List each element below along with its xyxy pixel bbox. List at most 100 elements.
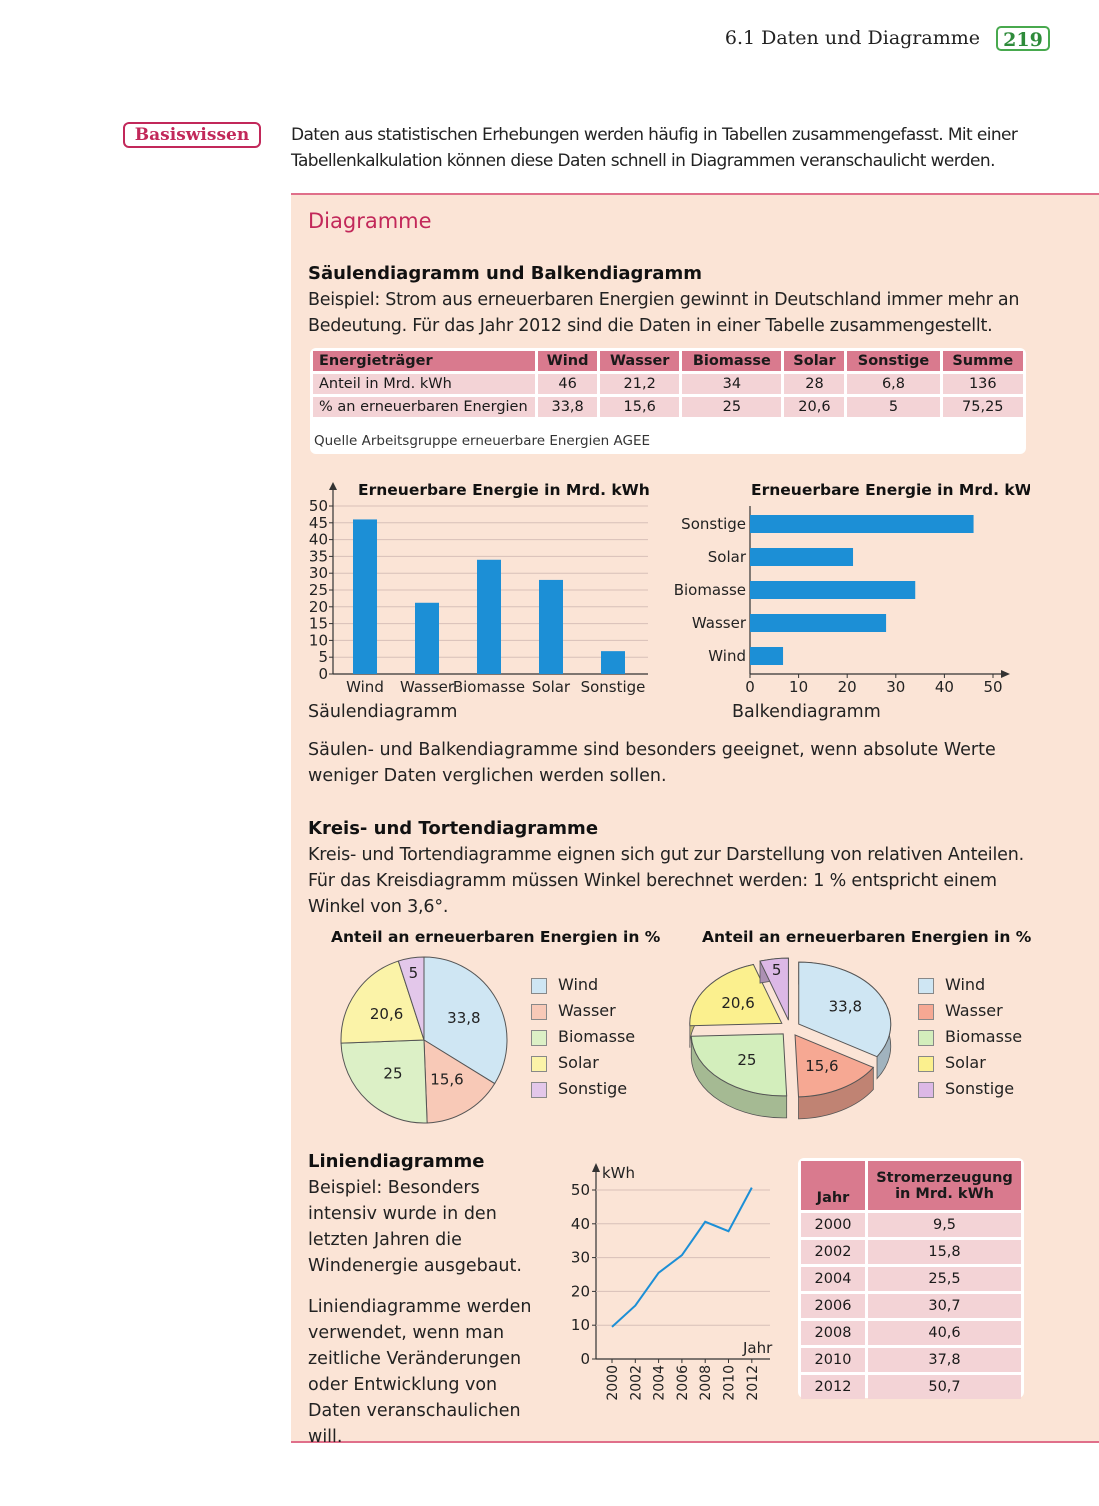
y-tick-label: 25	[309, 581, 328, 599]
wind-table-row: 2008 40,6	[801, 1321, 1021, 1345]
pie-slice	[423, 1039, 496, 1124]
y-tick-label: 5	[318, 648, 328, 666]
energy-table-header: Energieträger	[313, 351, 535, 371]
x-tick-label: 40	[935, 678, 954, 696]
legend-swatch	[531, 978, 547, 994]
wind-table-cell: 37,8	[868, 1348, 1021, 1372]
pie-legend: Wind Wasser Biomasse Solar Sonstige	[531, 975, 661, 1115]
legend-swatch	[531, 1030, 547, 1046]
x-tick-label: 2012	[745, 1365, 761, 1401]
page-number: 219	[996, 26, 1050, 51]
x-tick-label: 20	[838, 678, 857, 696]
x-tick-label: 2000	[605, 1365, 621, 1401]
column-chart-caption: Säulendiagramm	[308, 702, 458, 722]
y-tick-label: 20	[571, 1282, 590, 1300]
wind-table-row: 2000 9,5	[801, 1213, 1021, 1237]
wind-table-cell: 40,6	[868, 1321, 1021, 1345]
pie-slice	[397, 956, 425, 1041]
pie-slice-label: 5	[409, 964, 419, 982]
energy-table-cell: 15,6	[600, 397, 680, 417]
pie3d-chart-title: Anteil an erneuerbaren Energien in %	[702, 928, 1032, 946]
x-tick-label: 2004	[652, 1365, 668, 1401]
legend-swatch	[531, 1004, 547, 1020]
legend-label: Wasser	[558, 1001, 616, 1020]
wind-table-cell: 2010	[801, 1348, 865, 1372]
wind-table-cell: 30,7	[868, 1294, 1021, 1318]
pie3d-slice	[794, 1034, 875, 1098]
y-tick-label: 30	[309, 564, 328, 582]
pie3d-legend: Wind Wasser Biomasse Solar Sonstige	[918, 975, 1048, 1115]
y-tick-label: 50	[571, 1181, 590, 1199]
pie3d-slice	[690, 1033, 788, 1097]
y-tick-label: 35	[309, 547, 328, 565]
energy-table-cell: 46	[538, 374, 598, 394]
table-source: Quelle Arbeitsgruppe erneuerbare Energie…	[314, 433, 651, 449]
y-tick-label: Biomasse	[674, 581, 746, 599]
energy-table-header: Summe	[942, 351, 1023, 371]
column-chart: Erneuerbare Energie in Mrd. kWh 051015202…	[309, 481, 650, 696]
legend-label: Sonstige	[558, 1079, 628, 1098]
pie3d-slice	[798, 961, 892, 1058]
wind-table-cell: 2006	[801, 1294, 865, 1318]
pie-chart-title: Anteil an erneuerbaren Energien in %	[331, 928, 661, 946]
y-tick-label: 20	[309, 598, 328, 616]
energy-table-row: Anteil in Mrd. kWh 46 21,2 34 28 6,8 136	[313, 374, 1023, 394]
pie-slice-label: 20,6	[370, 1005, 403, 1023]
x-tick-label: Wasser	[400, 678, 455, 696]
x-tick-label: 10	[789, 678, 808, 696]
column-bar	[353, 519, 377, 674]
pie3d-slice-label: 33,8	[829, 998, 862, 1016]
y-tick-label: 15	[309, 615, 328, 633]
x-tick-label: Sonstige	[581, 678, 646, 696]
pie-chart: 33,8 15,6 25 20,6 5	[340, 956, 508, 1124]
wind-table-row: 2012 50,7	[801, 1375, 1021, 1399]
horizontal-bar	[750, 647, 784, 665]
y-tick-label: 40	[571, 1215, 590, 1233]
y-tick-label: 0	[318, 665, 328, 683]
bar-chart-title: Erneuerbare Energie in Mrd. kWh	[751, 481, 1030, 499]
wind-table: Jahr Stromerzeugung in Mrd. kWh 2000 9,5 20…	[798, 1158, 1024, 1402]
horizontal-bar	[750, 581, 916, 599]
line-section-title: Liniendiagramme	[308, 1151, 485, 1172]
energy-table-card: Energieträger Wind Wasser Biomasse Solar Sons…	[310, 348, 1026, 454]
horizontal-bar-chart: Erneuerbare Energie in Mrd. kWh 0 10 20 30 40…	[674, 481, 1030, 696]
x-tick-label: 2008	[698, 1365, 714, 1401]
x-tick-label: 2010	[722, 1365, 738, 1401]
horizontal-bar	[750, 614, 887, 632]
wind-table-cell: 25,5	[868, 1267, 1021, 1291]
bar-chart-caption: Balkendiagramm	[732, 702, 881, 722]
legend-label: Wasser	[945, 1001, 1003, 1020]
pie3d-slice	[759, 957, 789, 1021]
y-tick-label: 40	[309, 531, 328, 549]
y-tick-label: 10	[309, 631, 328, 649]
x-axis-label: Jahr	[742, 1339, 773, 1357]
y-tick-label: Wind	[708, 647, 746, 665]
pie3d-slice-label: 20,6	[721, 994, 754, 1012]
energy-table-cell: 33,8	[538, 397, 598, 417]
legend-swatch	[918, 1056, 934, 1072]
x-tick-label: Wind	[346, 678, 384, 696]
legend-swatch	[918, 1004, 934, 1020]
pie-slice-label: 25	[383, 1064, 402, 1082]
legend-swatch	[531, 1082, 547, 1098]
x-tick-label: 2006	[675, 1365, 691, 1401]
pie-section-text: Kreis- und Tortendiagramme eignen sich g…	[308, 845, 1024, 917]
line-section-text2: Liniendiagramme werden verwendet, wenn m…	[308, 1297, 532, 1447]
horizontal-bar	[750, 548, 854, 566]
y-tick-label: 30	[571, 1249, 590, 1267]
legend-swatch	[918, 978, 934, 994]
y-tick-label: 50	[309, 497, 328, 515]
x-tick-label: Biomasse	[453, 678, 525, 696]
pie-slice-label: 33,8	[447, 1009, 480, 1027]
energy-table-header: Biomasse	[682, 351, 782, 371]
y-tick-label: Solar	[708, 548, 747, 566]
legend-label: Sonstige	[945, 1079, 1015, 1098]
wind-table-cell: 2000	[801, 1213, 865, 1237]
x-tick-label: 50	[983, 678, 1002, 696]
x-tick-label: 2002	[628, 1365, 644, 1401]
basiswissen-badge: Basiswissen	[123, 122, 261, 148]
energy-table-cell: 6,8	[847, 374, 940, 394]
column-bar	[601, 651, 625, 674]
wind-table-row: 2006 30,7	[801, 1294, 1021, 1318]
column-bar	[539, 579, 563, 674]
